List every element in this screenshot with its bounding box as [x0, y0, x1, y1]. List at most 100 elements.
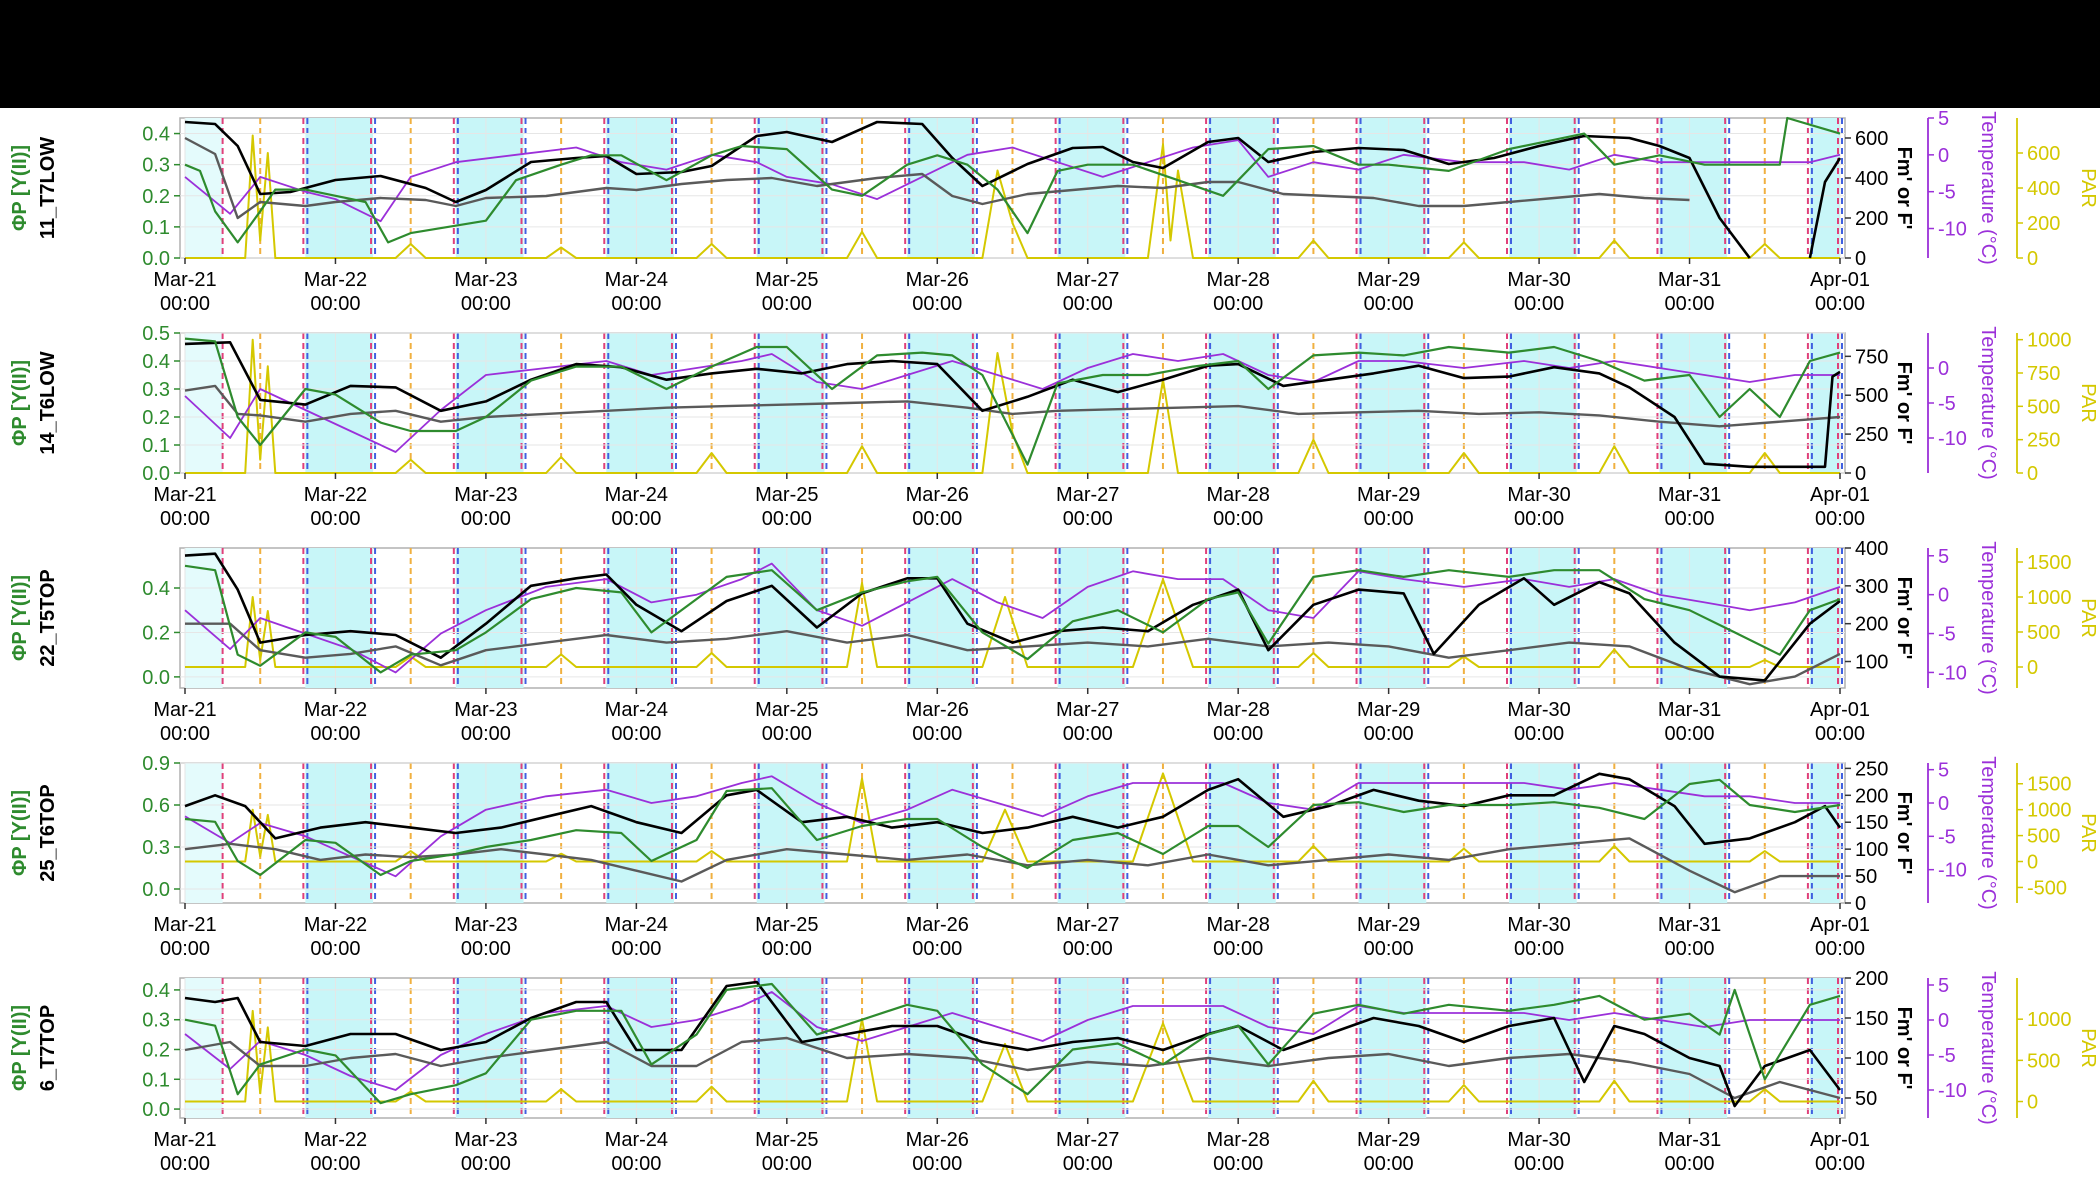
series-line-temperature	[184, 139, 1841, 223]
x-tick-label-date: Mar-29	[1357, 1129, 1420, 1151]
x-tick-label-date: Mar-23	[454, 914, 517, 936]
night-band	[1509, 978, 1577, 1118]
x-tick-label-date: Mar-28	[1207, 1129, 1270, 1151]
series-line-temperature	[184, 562, 1841, 674]
phi-tick-label: 0.4	[142, 124, 170, 146]
x-tick-label-time: 00:00	[762, 293, 812, 315]
night-band	[305, 763, 374, 903]
temperature-tick-label: -10	[1938, 219, 1967, 241]
series-line-phi	[184, 564, 1841, 674]
fm-tick-label: 150	[1855, 812, 1888, 834]
night-band-start	[185, 118, 223, 258]
night-band	[756, 118, 825, 258]
par-tick-label: 500	[2027, 826, 2060, 848]
night-band	[455, 333, 524, 473]
x-tick-label-time: 00:00	[1514, 1153, 1564, 1175]
x-tick-label-date: Mar-27	[1056, 699, 1119, 721]
phi-tick-label: 0.2	[142, 407, 170, 429]
x-tick-label-date: Mar-26	[906, 699, 969, 721]
phi-axis-title: ΦP [Y(II)]	[9, 575, 31, 661]
x-tick-label-date: Apr-01	[1810, 914, 1870, 936]
night-band	[1809, 548, 1840, 688]
x-tick-label-date: Mar-26	[906, 914, 969, 936]
par-tick-label: 500	[2027, 396, 2060, 418]
x-tick-label-time: 00:00	[310, 723, 360, 745]
series-line-phi	[184, 982, 1841, 1105]
fm-tick-label: 0	[1855, 893, 1866, 915]
phi-tick-label: 0.1	[142, 217, 170, 239]
par-tick-label: 0	[2027, 1092, 2038, 1114]
series-line-phi	[184, 337, 1841, 466]
x-tick-label-date: Mar-22	[304, 914, 367, 936]
fm-tick-label: 200	[1855, 208, 1888, 230]
series-line-par	[185, 772, 1840, 863]
series-line-temperature	[184, 775, 1840, 878]
fm-axis-title: Fm' or F'	[1893, 577, 1915, 660]
par-tick-label: 0	[2027, 463, 2038, 485]
par-tick-label: 250	[2027, 430, 2060, 452]
night-band	[305, 333, 374, 473]
fm-tick-label: 500	[1855, 385, 1888, 407]
x-tick-label-date: Mar-28	[1207, 914, 1270, 936]
par-axis-title: PAR	[2077, 168, 2099, 208]
fm-tick-label: 200	[1855, 968, 1888, 990]
x-tick-label-date: Mar-25	[755, 1129, 818, 1151]
top-black-band	[0, 0, 2100, 108]
temperature-axis-title: Temperature (°C)	[1977, 541, 1999, 695]
series-line-par	[185, 1009, 1840, 1103]
night-band	[1358, 118, 1427, 258]
phi-tick-label: 0.6	[142, 795, 170, 817]
night-band	[1208, 333, 1276, 473]
x-tick-label-date: Mar-27	[1056, 269, 1119, 291]
fm-tick-label: 300	[1855, 576, 1888, 598]
x-tick-label-time: 00:00	[310, 1153, 360, 1175]
x-tick-label-time: 00:00	[1063, 293, 1113, 315]
x-tick-label-date: Mar-26	[906, 269, 969, 291]
temperature-tick-label: 0	[1938, 145, 1949, 167]
temperature-tick-label: -5	[1938, 393, 1956, 415]
night-band	[305, 548, 374, 688]
x-tick-label-date: Mar-30	[1507, 269, 1570, 291]
x-tick-label-date: Mar-28	[1207, 484, 1270, 506]
night-band	[1057, 333, 1126, 473]
night-band	[455, 978, 524, 1118]
night-band	[1208, 118, 1276, 258]
series-line-fm	[184, 341, 1841, 469]
par-tick-label: 1000	[2027, 800, 2072, 822]
phi-axis-title: ΦP [Y(II)]	[9, 790, 31, 876]
series-line-fm	[184, 552, 1841, 682]
x-tick-label-time: 00:00	[611, 723, 661, 745]
x-tick-label-date: Mar-27	[1056, 1129, 1119, 1151]
x-tick-label-date: Mar-31	[1658, 269, 1721, 291]
phi-tick-label: 0.2	[142, 1039, 170, 1061]
x-tick-label-time: 00:00	[762, 723, 812, 745]
par-tick-label: 400	[2027, 178, 2060, 200]
x-tick-label-date: Apr-01	[1810, 1129, 1870, 1151]
phi-tick-label: 0.0	[142, 1099, 170, 1121]
x-tick-label-time: 00:00	[1514, 938, 1564, 960]
temperature-tick-label: 5	[1938, 108, 1949, 130]
x-tick-label-time: 00:00	[912, 508, 962, 530]
x-tick-label-date: Mar-30	[1507, 914, 1570, 936]
fm-tick-label: 100	[1855, 1048, 1888, 1070]
x-tick-label-time: 00:00	[461, 1153, 511, 1175]
x-tick-label-time: 00:00	[1815, 508, 1865, 530]
series-line-phi	[184, 116, 1841, 244]
x-tick-label-date: Mar-24	[605, 484, 668, 506]
par-tick-label: 1500	[2027, 552, 2072, 574]
fm-tick-label: 250	[1855, 424, 1888, 446]
x-tick-label-date: Mar-24	[605, 269, 668, 291]
par-tick-label: 1500	[2027, 774, 2072, 796]
x-tick-label-time: 00:00	[1063, 723, 1113, 745]
x-tick-label-date: Mar-30	[1507, 484, 1570, 506]
fm-tick-label: 100	[1855, 652, 1888, 674]
night-band	[305, 118, 374, 258]
night-band-start	[185, 763, 223, 903]
x-tick-label-time: 00:00	[1364, 723, 1414, 745]
x-tick-label-date: Mar-23	[454, 484, 517, 506]
temperature-tick-label: -10	[1938, 428, 1967, 450]
par-axis-title: PAR	[2077, 813, 2099, 853]
night-band	[756, 763, 825, 903]
par-tick-label: -500	[2027, 877, 2067, 899]
temperature-tick-label: -5	[1938, 624, 1956, 646]
